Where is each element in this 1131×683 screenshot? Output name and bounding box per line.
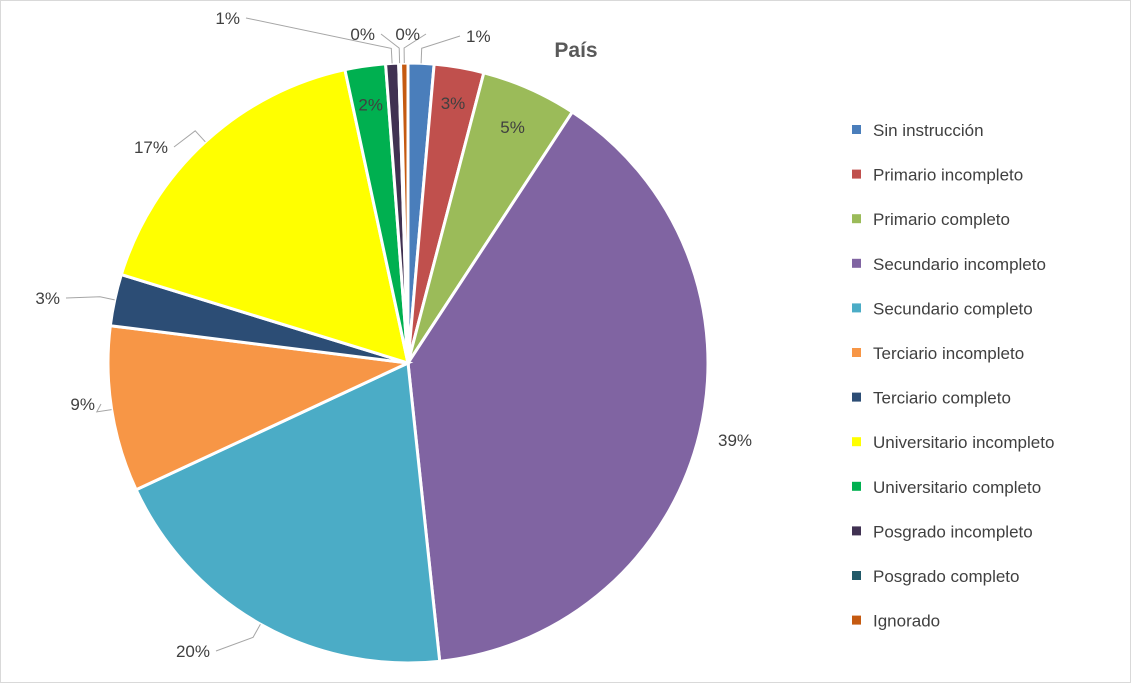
legend-swatch-ignorado	[852, 615, 861, 625]
leader-line-terciario-incompleto	[95, 403, 112, 413]
legend-swatch-universitario-completo	[852, 481, 861, 491]
slice-label-sin-instruccion: 1%	[466, 27, 491, 46]
pie-slice-ignorado	[398, 61, 410, 364]
slice-label-secundario-incompleto: 39%	[718, 431, 752, 450]
legend-label-primario-incompleto: Primario incompleto	[873, 166, 1023, 185]
legend-swatch-secundario-completo	[852, 303, 861, 313]
legend-swatch-sin-instruccion	[852, 125, 861, 134]
legend-label-secundario-completo: Secundario completo	[873, 299, 1033, 318]
slice-label-universitario-incompleto: 17%	[134, 138, 168, 157]
slice-label-terciario-incompleto: 9%	[70, 395, 95, 414]
legend-label-posgrado-incompleto: Posgrado incompleto	[873, 522, 1033, 541]
legend-label-primario-completo: Primario completo	[873, 210, 1010, 229]
legend-label-universitario-incompleto: Universitario incompleto	[873, 433, 1054, 452]
slice-label-primario-completo: 5%	[500, 118, 525, 137]
slice-label-posgrado-completo: 0%	[350, 25, 375, 44]
leader-line-terciario-completo	[65, 296, 115, 301]
legend-label-terciario-incompleto: Terciario incompleto	[873, 344, 1024, 363]
legend-label-universitario-completo: Universitario completo	[873, 478, 1041, 497]
legend-swatch-primario-completo	[852, 214, 861, 224]
legend-swatch-posgrado-completo	[852, 571, 861, 580]
slice-label-secundario-completo: 20%	[176, 642, 210, 661]
legend: Sin instrucción Primario incompleto Primar…	[852, 121, 1054, 631]
leader-line-posgrado-incompleto	[245, 17, 393, 64]
legend-swatch-primario-incompleto	[852, 169, 861, 179]
slice-label-ignorado: 0%	[395, 25, 420, 44]
legend-label-ignorado: Ignorado	[873, 612, 940, 631]
legend-swatch-secundario-incompleto	[852, 258, 861, 268]
legend-swatch-terciario-completo	[852, 392, 861, 402]
slice-label-primario-incompleto: 3%	[441, 94, 466, 113]
slice-label-posgrado-incompleto: 1%	[215, 9, 240, 28]
leader-line-posgrado-completo	[380, 33, 401, 64]
slice-label-terciario-completo: 3%	[35, 289, 60, 308]
pie-slice-secundario-incompleto	[406, 109, 710, 663]
slice-labels: 1% 3% 5% 39% 20% 9% 3% 17% 2% 1% 0% 0%	[35, 9, 752, 661]
legend-swatch-terciario-incompleto	[852, 348, 861, 357]
pie-slices	[106, 61, 710, 665]
legend-swatch-universitario-incompleto	[852, 437, 861, 447]
pie-slice-terciario-incompleto	[106, 324, 414, 492]
leader-lines	[65, 17, 461, 652]
leader-line-secundario-completo	[215, 623, 261, 652]
leader-line-sin-instruccion	[420, 35, 461, 64]
legend-swatch-posgrado-incompleto	[852, 526, 861, 536]
pie-slice-secundario-completo	[134, 360, 442, 665]
legend-label-posgrado-completo: Posgrado completo	[873, 567, 1019, 586]
leader-line-universitario-incompleto	[173, 130, 206, 148]
leader-line-ignorado	[403, 33, 427, 64]
slice-label-universitario-completo: 2%	[358, 96, 383, 115]
chart-title: País	[554, 39, 597, 62]
pie-slice-universitario-incompleto	[119, 67, 411, 366]
legend-label-secundario-incompleto: Secundario incompleto	[873, 255, 1046, 274]
legend-label-terciario-completo: Terciario completo	[873, 389, 1011, 408]
legend-label-sin-instruccion: Sin instrucción	[873, 121, 984, 140]
